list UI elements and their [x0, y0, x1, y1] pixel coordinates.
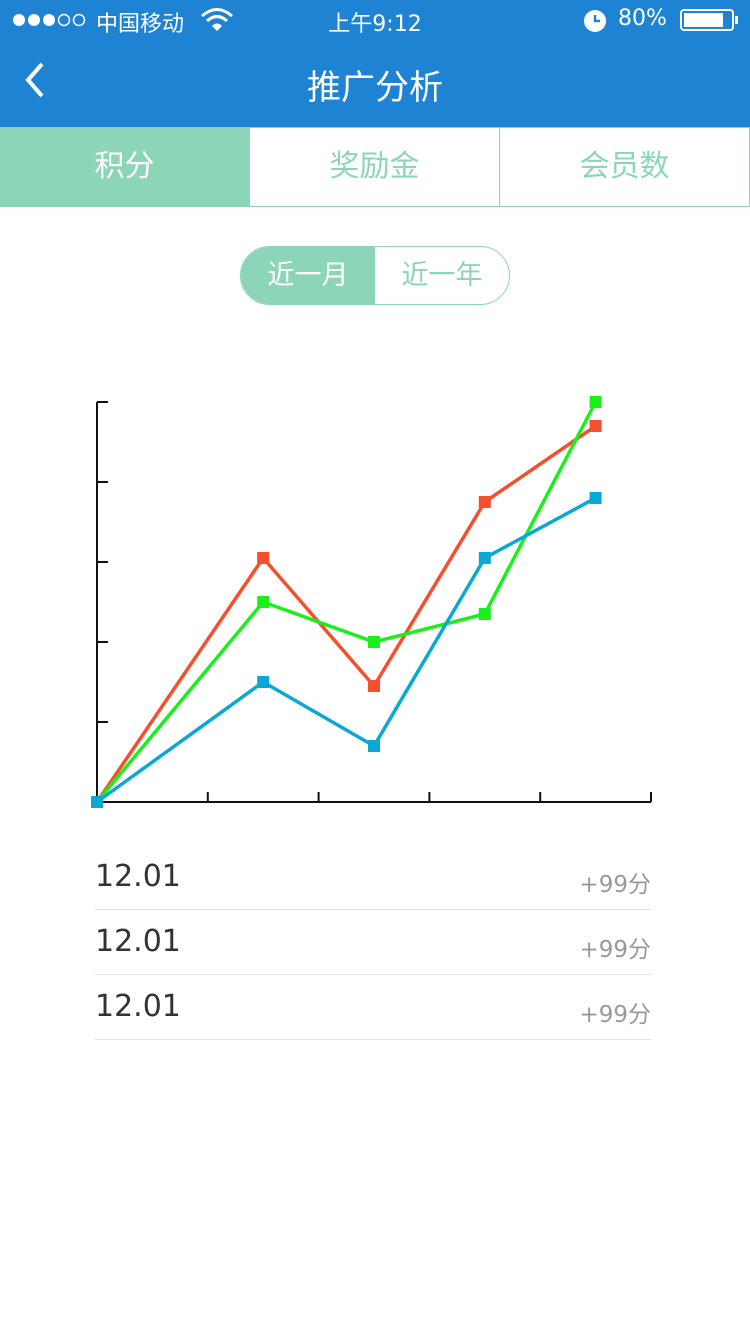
chart — [91, 396, 652, 808]
range-toggle: 近一月 近一年 — [240, 246, 510, 305]
list-row: 12.01 +99分 — [95, 845, 651, 910]
time: 上午9:12 — [328, 12, 422, 37]
series-marker — [91, 796, 103, 808]
range-option[interactable]: 近一年 — [401, 260, 483, 291]
row-date: 12.01 — [95, 924, 181, 959]
row-value: +99分 — [579, 937, 651, 963]
series-marker — [368, 740, 380, 752]
series-marker — [589, 396, 602, 408]
series-marker — [257, 596, 270, 608]
series-marker — [478, 608, 491, 620]
row-value: +99分 — [579, 1002, 651, 1028]
wifi — [201, 8, 233, 31]
series-marker — [589, 420, 602, 432]
tab[interactable]: 奖励金 — [250, 127, 500, 207]
range-option[interactable]: 近一月 — [241, 247, 375, 304]
tabs: 积分 奖励金 会员数 — [0, 127, 750, 207]
list-row: 12.01 +99分 — [95, 975, 651, 1040]
status-bar: 中国移动 上午9:12 80% — [0, 0, 750, 40]
series-marker — [478, 496, 491, 508]
series-marker — [368, 636, 380, 648]
tab[interactable]: 积分 — [0, 127, 250, 207]
alarm — [584, 10, 606, 32]
series-marker — [257, 676, 270, 688]
row-date: 12.01 — [95, 989, 181, 1024]
carrier: 中国移动 — [96, 12, 185, 37]
nav-bar: 推广分析 — [0, 40, 750, 127]
tab[interactable]: 会员数 — [500, 127, 750, 207]
series-line — [95, 401, 598, 804]
battery-text: 80% — [618, 6, 667, 31]
series-marker — [589, 492, 602, 504]
battery — [680, 9, 738, 31]
back-button[interactable] — [16, 52, 56, 112]
list-row: 12.01 +99分 — [95, 910, 651, 975]
row-value: +99分 — [579, 872, 651, 898]
nav-title: 推广分析 — [307, 68, 443, 108]
series-marker — [257, 552, 270, 564]
series-marker — [478, 552, 491, 564]
signal — [13, 13, 86, 27]
series-marker — [368, 680, 380, 692]
row-date: 12.01 — [95, 859, 181, 894]
series-line — [95, 424, 597, 803]
